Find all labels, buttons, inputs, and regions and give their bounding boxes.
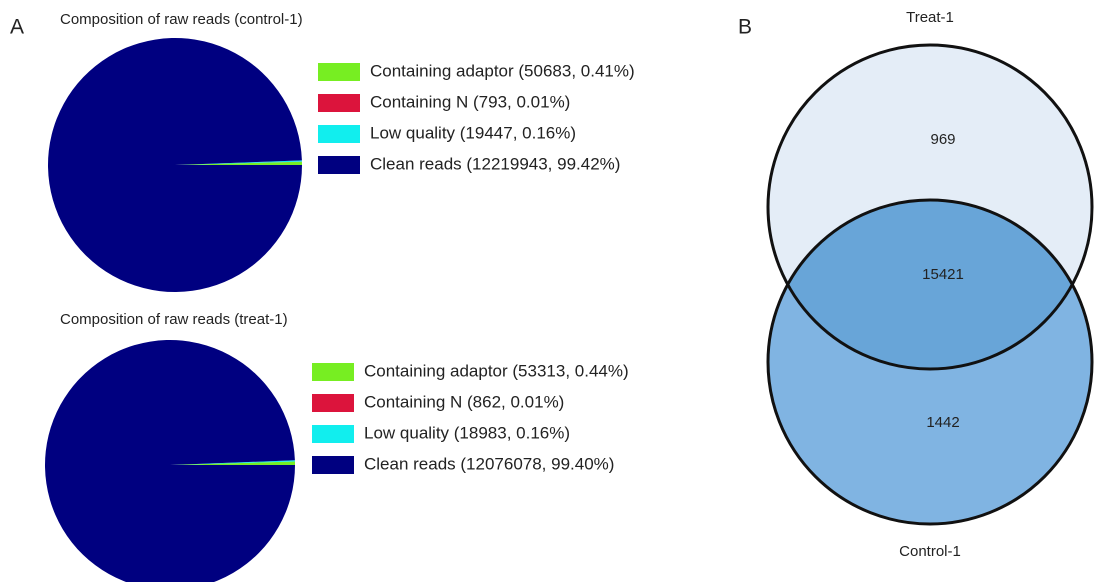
legend-label: Containing N (793, 0.01%) [370, 92, 570, 111]
region-count: 15421 [922, 266, 964, 283]
legend-label: Low quality (18983, 0.16%) [364, 423, 570, 442]
legend-label: Containing adaptor (53313, 0.44%) [364, 361, 629, 380]
legend-swatch [318, 63, 360, 81]
pie-slice [175, 161, 302, 165]
legend-swatch [318, 94, 360, 112]
region-count: 1442 [926, 414, 959, 431]
legend-swatch [312, 363, 354, 381]
venn-overlap [768, 200, 1092, 369]
pie-slice [170, 461, 295, 465]
pie-slice [45, 340, 295, 582]
legend-label: Low quality (19447, 0.16%) [370, 123, 576, 142]
venn-outline [766, 43, 1094, 371]
legend-label: Clean reads (12219943, 99.42%) [370, 154, 620, 173]
region-count: 969 [930, 131, 955, 148]
pie-slice [175, 160, 302, 165]
legend-label: Clean reads (12076078, 99.40%) [364, 454, 614, 473]
pie-slice [170, 460, 295, 465]
legend-swatch [318, 156, 360, 174]
set-label: Treat-1 [906, 9, 954, 26]
chart-title: Composition of raw reads (treat-1) [60, 311, 288, 328]
legend-swatch [312, 456, 354, 474]
legend-label: Containing adaptor (50683, 0.41%) [370, 61, 635, 80]
panel-label: B [738, 16, 752, 39]
set-label: Control-1 [899, 543, 961, 560]
chart-title: Composition of raw reads (control-1) [60, 11, 303, 28]
legend-swatch [312, 394, 354, 412]
legend-label: Containing N (862, 0.01%) [364, 392, 564, 411]
pie-slice [170, 461, 295, 465]
panel-label: A [10, 16, 24, 39]
pie-slice [175, 161, 302, 165]
legend-swatch [318, 125, 360, 143]
legend-swatch [312, 425, 354, 443]
pie-slice [47, 38, 302, 293]
venn-outline [766, 198, 1094, 526]
